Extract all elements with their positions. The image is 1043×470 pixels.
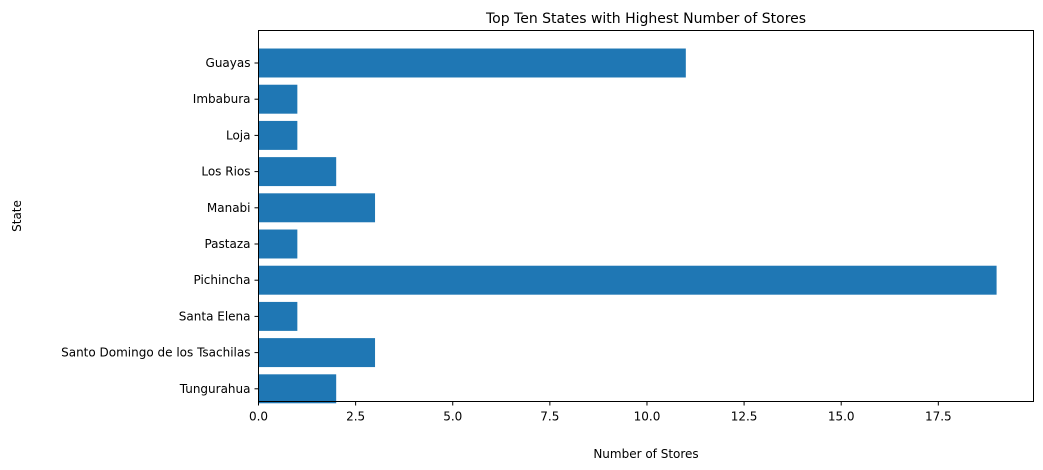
bar bbox=[258, 157, 337, 187]
y-tick-label: Pichincha bbox=[193, 273, 250, 287]
bar bbox=[258, 84, 298, 114]
x-tick-label: 17.5 bbox=[925, 410, 952, 424]
bar bbox=[258, 301, 298, 331]
bar bbox=[258, 229, 298, 259]
y-tick-label: Loja bbox=[226, 128, 251, 142]
y-tick-label: Guayas bbox=[206, 56, 251, 70]
y-tick-label: Santo Domingo de los Tsachilas bbox=[61, 346, 250, 360]
x-tick-label: 10.0 bbox=[634, 410, 661, 424]
bar bbox=[258, 193, 376, 223]
plot-frame bbox=[258, 30, 1034, 402]
x-tick-label: 2.5 bbox=[346, 410, 365, 424]
y-axis-title: State bbox=[10, 200, 24, 232]
y-tick-label: Los Rios bbox=[201, 165, 250, 179]
x-axis-title: Number of Stores bbox=[593, 447, 698, 461]
y-tick-label: Imbabura bbox=[193, 92, 251, 106]
x-axis-ticks: 0.0 2.5 5.0 7.5 10.0 12.5 15.0 17.5 bbox=[249, 401, 952, 424]
y-tick-label: Manabi bbox=[207, 201, 251, 215]
bar bbox=[258, 338, 376, 368]
y-axis-ticks: Guayas Imbabura Loja Los Rios Manabi Pastaza P… bbox=[61, 56, 259, 396]
bar bbox=[258, 374, 337, 404]
x-tick-label: 7.5 bbox=[540, 410, 559, 424]
bar bbox=[258, 120, 298, 150]
chart-title: Top Ten States with Highest Number of St… bbox=[485, 11, 806, 27]
x-tick-label: 0.0 bbox=[249, 410, 268, 424]
y-tick-label: Pastaza bbox=[204, 237, 250, 251]
bar bbox=[258, 265, 997, 295]
bars-group bbox=[258, 48, 997, 404]
y-tick-label: Tungurahua bbox=[179, 382, 251, 396]
bar bbox=[258, 48, 686, 78]
y-tick-label: Santa Elena bbox=[179, 309, 251, 323]
x-tick-label: 5.0 bbox=[443, 410, 462, 424]
x-tick-label: 12.5 bbox=[731, 410, 758, 424]
x-tick-label: 15.0 bbox=[828, 410, 855, 424]
